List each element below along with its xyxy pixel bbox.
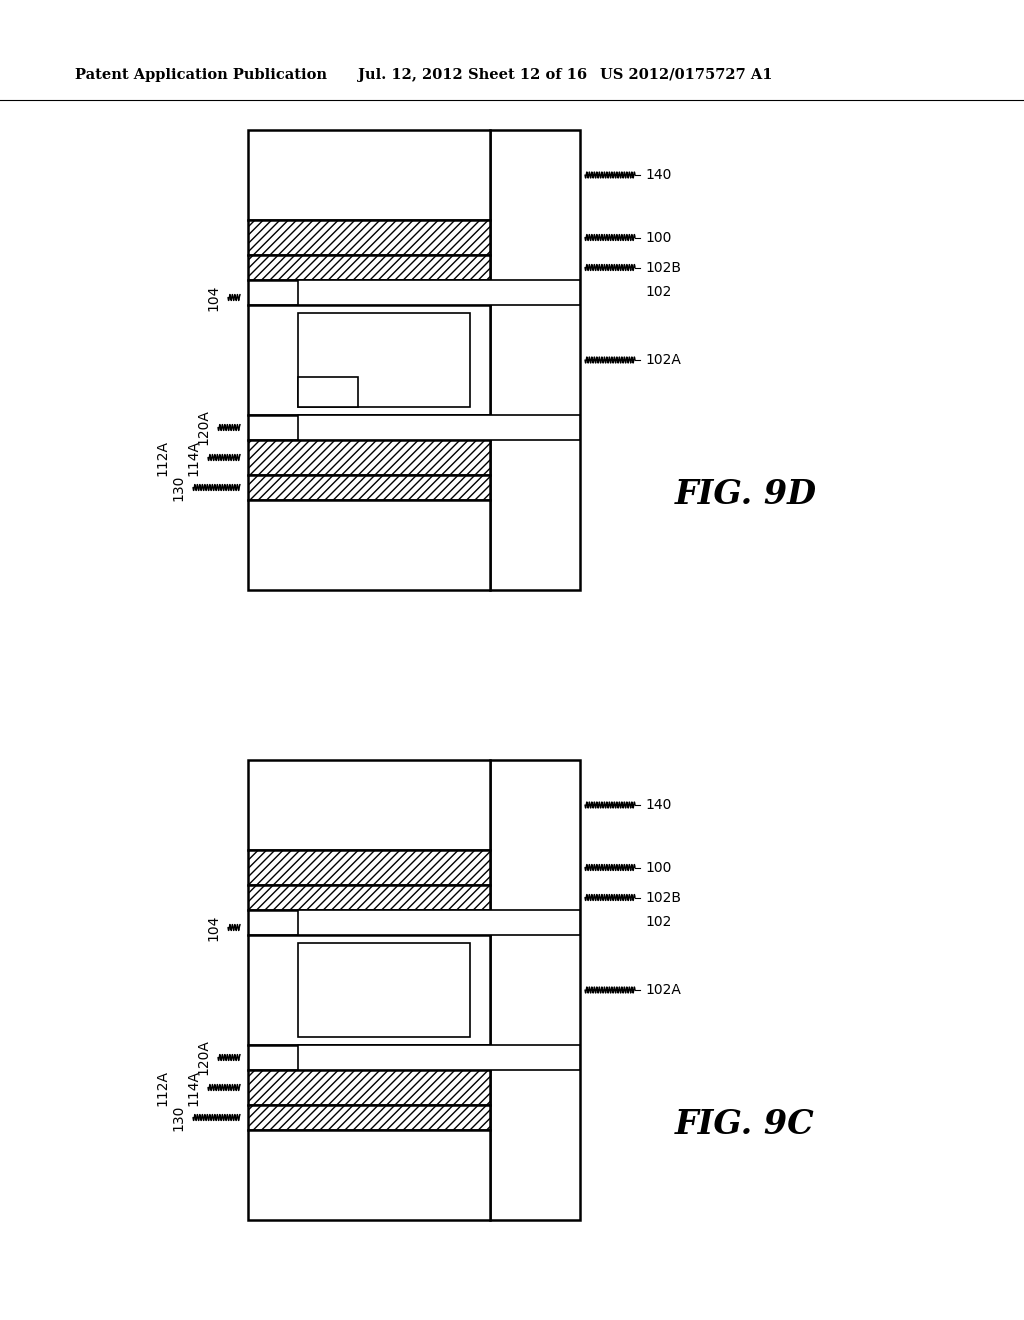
Bar: [248, 280, 490, 305]
Text: US 2012/0175727 A1: US 2012/0175727 A1: [600, 69, 772, 82]
Text: 140: 140: [645, 799, 672, 812]
Text: Sheet 12 of 16: Sheet 12 of 16: [468, 69, 587, 82]
Bar: [248, 129, 490, 220]
Text: 102B: 102B: [645, 891, 681, 904]
Bar: [298, 909, 580, 935]
Bar: [248, 909, 490, 935]
Bar: [298, 280, 580, 305]
Bar: [490, 129, 580, 590]
Text: 114A: 114A: [186, 440, 200, 475]
Bar: [248, 440, 490, 475]
Bar: [248, 305, 490, 414]
Text: 120A: 120A: [196, 409, 210, 445]
Bar: [298, 1045, 580, 1071]
Text: 102A: 102A: [645, 983, 681, 997]
Bar: [248, 935, 490, 1045]
Text: 112A: 112A: [155, 1069, 169, 1106]
Text: 104: 104: [206, 915, 220, 941]
Text: 102A: 102A: [645, 352, 681, 367]
Bar: [490, 760, 580, 1220]
Bar: [248, 850, 490, 884]
Bar: [248, 500, 490, 590]
Bar: [248, 884, 490, 909]
Bar: [248, 1071, 490, 1105]
Bar: [298, 378, 358, 407]
Bar: [298, 414, 580, 440]
Text: 100: 100: [645, 861, 672, 874]
Text: 112A: 112A: [155, 440, 169, 475]
Text: 102: 102: [645, 285, 672, 300]
Bar: [248, 1130, 490, 1220]
Text: Patent Application Publication: Patent Application Publication: [75, 69, 327, 82]
Text: FIG. 9D: FIG. 9D: [675, 479, 817, 511]
Text: 104: 104: [206, 284, 220, 310]
Bar: [248, 475, 490, 500]
Text: 120A: 120A: [196, 1040, 210, 1076]
Bar: [248, 1105, 490, 1130]
Bar: [298, 313, 470, 407]
Text: 140: 140: [645, 168, 672, 182]
Text: 114A: 114A: [186, 1069, 200, 1106]
Bar: [248, 255, 490, 280]
Text: Jul. 12, 2012: Jul. 12, 2012: [358, 69, 463, 82]
Text: FIG. 9C: FIG. 9C: [675, 1109, 815, 1142]
Text: 102: 102: [645, 916, 672, 929]
Text: 130: 130: [171, 474, 185, 500]
Text: 102B: 102B: [645, 260, 681, 275]
Bar: [248, 414, 490, 440]
Bar: [248, 1045, 490, 1071]
Bar: [248, 220, 490, 255]
Text: 100: 100: [645, 231, 672, 244]
Text: 130: 130: [171, 1105, 185, 1131]
Bar: [298, 942, 470, 1038]
Bar: [248, 760, 490, 850]
